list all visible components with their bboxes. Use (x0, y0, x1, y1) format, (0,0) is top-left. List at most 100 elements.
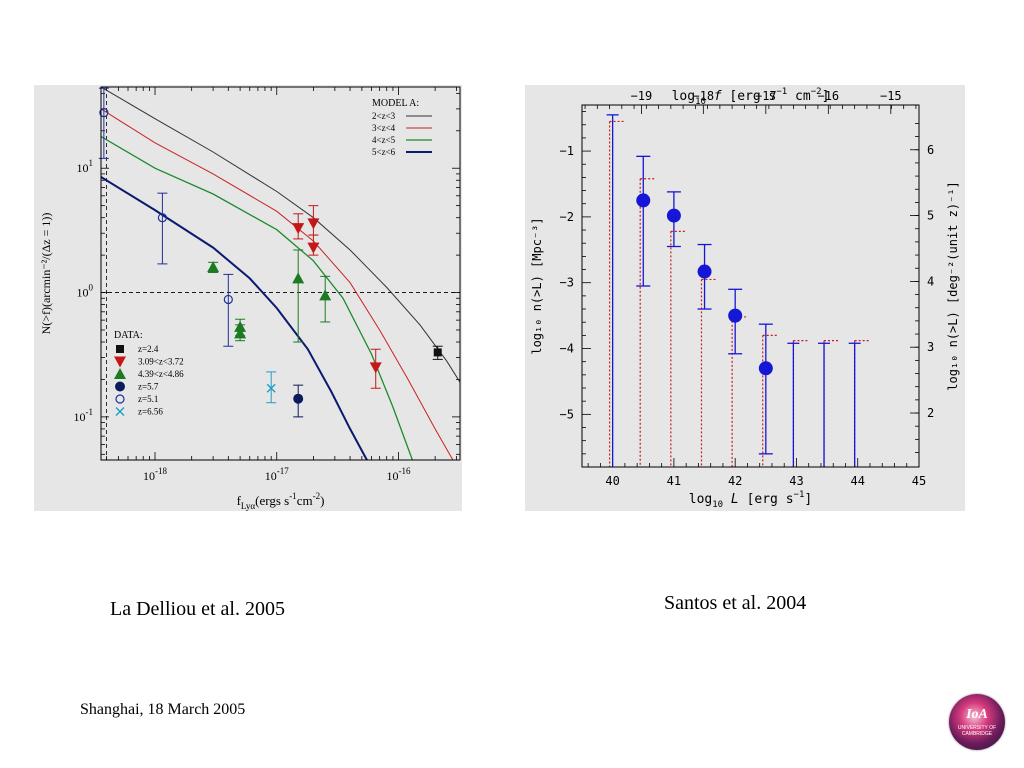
data-point-triangle-up (319, 289, 332, 301)
data-point-triangle-up (234, 327, 247, 339)
x-axis-label-f: f (237, 493, 242, 508)
data-legend-marker (114, 356, 126, 368)
x-tick-label: 41 (667, 474, 681, 488)
x-tick-label-base: 10 (265, 469, 277, 483)
model-legend-label: 4<z<5 (372, 135, 396, 145)
caption-right: Santos et al. 2004 (664, 592, 807, 614)
data-legend-marker-group (115, 407, 125, 416)
data-legend-marker (114, 368, 126, 379)
y-tick-label: −1 (560, 144, 574, 158)
x-tick-label: 45 (912, 474, 926, 488)
x-axis-label-units: [erg s (747, 492, 794, 507)
data-point-triangle-down (369, 362, 382, 374)
data-point-x (266, 383, 276, 393)
model-curve-3 (101, 135, 414, 460)
data-point-triangle-up (207, 261, 220, 273)
top-axis-label-cm: cm (787, 89, 811, 104)
top-axis-label-exp1: −1 (776, 87, 787, 97)
data-legend-marker-group (114, 356, 126, 368)
data-legend-marker-group (114, 368, 126, 379)
caption-left: La Delliou et al. 2005 (110, 598, 285, 620)
x-tick-label: 42 (728, 474, 742, 488)
x-tick-label-exp: -17 (277, 466, 289, 476)
x-axis-label: log10 L [erg s−1] (689, 490, 812, 510)
data-point (636, 193, 651, 208)
x-axis-label-units: (ergs s (255, 493, 289, 508)
x-axis-label-var: L (723, 492, 746, 507)
x-axis-label-close: ] (804, 492, 812, 507)
data-point-circle-filled (293, 393, 304, 404)
model-legend-label: 2<z<3 (372, 111, 396, 121)
x-tick-label-exp: -16 (399, 466, 411, 476)
model-curves (101, 87, 460, 460)
model-legend-label: 3<z<4 (372, 123, 396, 133)
chart-panel-left: 10-18 10-17 10-16 10-1 100 101 fLyα(ergs s-1cm… (34, 85, 462, 511)
chart-panel-right: 40 41 42 43 44 45 −19 −18 −17 −16 −15 −1 −2 −3 −4 −5 6 5 4… (525, 85, 965, 511)
y-tick-label-base: 10 (77, 286, 89, 300)
data-point-circle-open (157, 213, 168, 223)
right-tick-label: 5 (927, 209, 934, 223)
data-legend-label: z=5.7 (138, 382, 159, 392)
data-legend-marker (116, 345, 124, 353)
data-point-circle-open (223, 294, 233, 305)
data-legend-label: z=2.4 (138, 344, 159, 354)
x-axis-label-cm: cm (297, 493, 313, 508)
right-tick-label: 4 (927, 274, 934, 288)
y-tick-label: 100 (77, 283, 94, 300)
x-tick-label: 44 (851, 474, 865, 488)
data-legend-label: z=5.1 (138, 394, 158, 404)
logo-title: IoA (966, 707, 988, 722)
data-points (636, 155, 773, 455)
model-legend-label: 5<z<6 (372, 147, 396, 157)
top-axis-label-units: [erg s (729, 89, 776, 104)
right-tick-label: 3 (927, 340, 934, 354)
y-tick-label-exp: -1 (86, 407, 94, 417)
top-axis-label: log10 f [erg s−1 cm−2] (672, 87, 830, 107)
top-axis-label-exp2: −2 (811, 87, 822, 97)
data-legend-label: z=6.56 (138, 407, 163, 417)
logo-subtitle: UNIVERSITY OF CAMBRIDGE (957, 725, 997, 737)
footer-location-date: Shanghai, 18 March 2005 (80, 701, 246, 718)
data-legend-marker (115, 407, 125, 416)
upper-limits (606, 114, 861, 467)
plot-frame (581, 104, 920, 468)
y-axis-label: N(>f)(arcmin⁻²/(Δz = 1)) (39, 213, 53, 335)
data-point-triangle-down (292, 223, 305, 235)
x-axis-label-exp2: -2 (313, 491, 321, 501)
ioa-logo: IoA UNIVERSITY OF CAMBRIDGE (949, 694, 1005, 750)
y-tick-label: −5 (560, 407, 574, 421)
data-point (758, 361, 773, 376)
y-tick-label: 10-1 (74, 407, 94, 424)
plot-frame (100, 86, 461, 461)
data-legend-marker-group (116, 345, 124, 353)
top-tick-label: −19 (631, 89, 653, 103)
x-axis-label-log: log (689, 492, 712, 507)
y-tick-label-base: 10 (74, 410, 86, 424)
y-tick-label-exp: 0 (89, 283, 94, 293)
x-tick-label: 10-18 (143, 466, 167, 483)
x-tick-label-base: 10 (143, 469, 155, 483)
data-point-circle-open (99, 108, 109, 118)
y-axis-label-right: log₁₀ n(>L) [deg⁻²(unit z)⁻¹] (946, 181, 960, 391)
x-tick-label: 43 (789, 474, 803, 488)
data-point-triangle-down (307, 242, 320, 254)
top-tick-label: −18 (692, 89, 714, 103)
data-point (697, 264, 712, 279)
x-tick-label: 10-17 (265, 466, 289, 483)
right-tick-label: 6 (927, 143, 934, 157)
right-tick-label: 2 (927, 406, 934, 420)
data-legend-title: DATA: (114, 330, 143, 341)
data-points (98, 87, 443, 418)
y-tick-label: −2 (560, 210, 574, 224)
x-tick-label: 40 (605, 474, 619, 488)
x-axis-label-exp: -1 (289, 491, 297, 501)
x-tick-label-base: 10 (387, 469, 399, 483)
top-axis-label-var: f (706, 89, 729, 104)
data-legend-marker (115, 381, 125, 392)
y-tick-label: −3 (560, 276, 574, 290)
x-axis-label: fLyα(ergs s-1cm-2) (237, 491, 325, 511)
dotted-limits (608, 120, 869, 467)
x-axis-label-close: ) (320, 493, 324, 508)
data-legend-label: 3.09<z<3.72 (138, 357, 184, 367)
